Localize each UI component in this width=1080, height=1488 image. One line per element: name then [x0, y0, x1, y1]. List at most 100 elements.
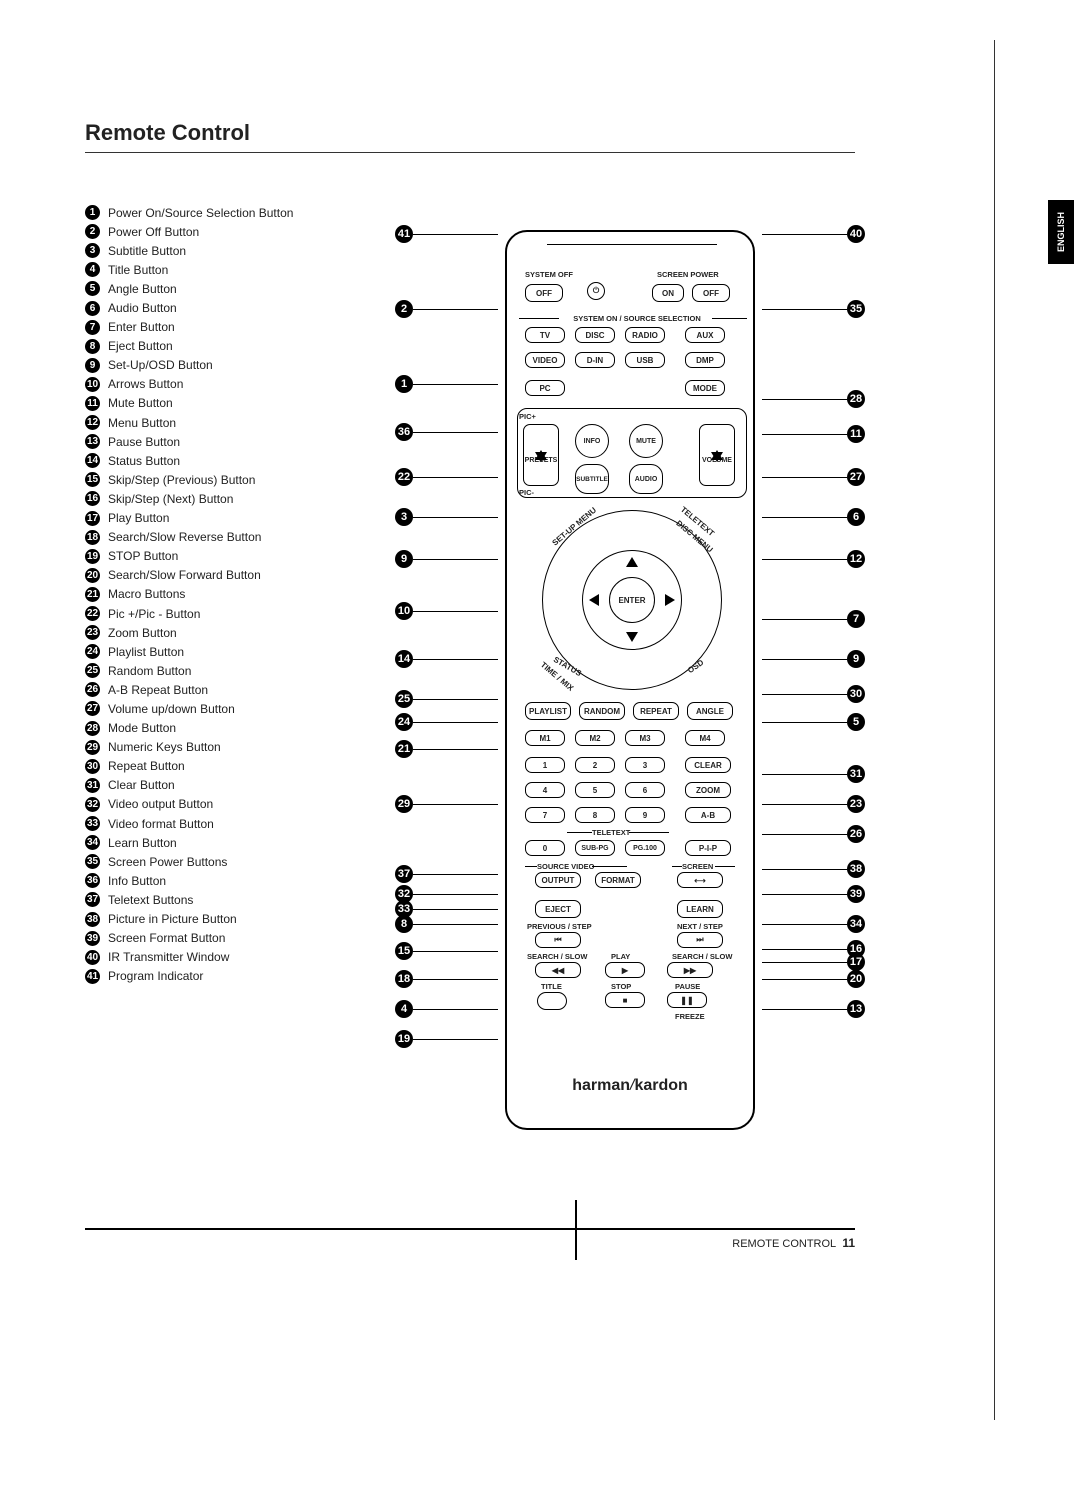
mode-button[interactable]: MODE [685, 380, 725, 396]
key-9[interactable]: 9 [625, 807, 665, 823]
legend-item: 22Pic +/Pic - Button [85, 604, 385, 623]
callout-11: 11 [762, 425, 865, 443]
presets-button[interactable]: PRESETS [523, 424, 559, 486]
legend-text: Macro Buttons [108, 587, 185, 601]
legend-marker: 29 [85, 740, 100, 755]
dpad-up-icon[interactable] [626, 557, 638, 567]
pg100-button[interactable]: PG.100 [625, 840, 665, 856]
callout-marker: 9 [847, 650, 865, 668]
legend-marker: 19 [85, 549, 100, 564]
legend-item: 32Video output Button [85, 795, 385, 814]
callout-line [762, 774, 847, 775]
din-button[interactable]: D-IN [575, 352, 615, 368]
on-button[interactable]: ON [652, 284, 684, 302]
key-0[interactable]: 0 [525, 840, 565, 856]
key-4[interactable]: 4 [525, 782, 565, 798]
callout-line [413, 517, 498, 518]
callout-27: 27 [762, 468, 865, 486]
disc-button[interactable]: DISC [575, 327, 615, 343]
callout-9: 9 [395, 550, 498, 568]
zoom-button[interactable]: ZOOM [685, 782, 731, 798]
callout-36: 36 [395, 423, 498, 441]
key-7[interactable]: 7 [525, 807, 565, 823]
key-8[interactable]: 8 [575, 807, 615, 823]
pip-button[interactable]: P-I-P [685, 840, 731, 856]
legend-marker: 6 [85, 301, 100, 316]
angle-button[interactable]: ANGLE [687, 702, 733, 720]
radio-button[interactable]: RADIO [625, 327, 665, 343]
off-button[interactable]: OFF [525, 284, 563, 302]
legend-text: Random Button [108, 664, 191, 678]
video-button[interactable]: VIDEO [525, 352, 565, 368]
legend-item: 11Mute Button [85, 394, 385, 413]
output-button[interactable]: OUTPUT [535, 872, 581, 888]
key-2[interactable]: 2 [575, 757, 615, 773]
key-6[interactable]: 6 [625, 782, 665, 798]
legend-marker: 28 [85, 721, 100, 736]
subtitle-button[interactable]: SUBTITLE [575, 464, 609, 494]
pause-button[interactable]: ❚❚ [667, 992, 707, 1008]
stop-button[interactable]: ■ [605, 992, 645, 1008]
legend-text: Audio Button [108, 301, 177, 315]
callout-34: 34 [762, 915, 865, 933]
learn-button[interactable]: LEARN [677, 900, 723, 918]
off2-button[interactable]: OFF [692, 284, 730, 302]
callout-41: 41 [395, 225, 498, 243]
eject-button[interactable]: EJECT [535, 900, 581, 918]
key-1[interactable]: 1 [525, 757, 565, 773]
callout-line [762, 1009, 847, 1010]
callout-marker: 34 [847, 915, 865, 933]
next-button[interactable]: ⏭ [677, 932, 723, 948]
callout-marker: 15 [395, 942, 413, 960]
prev-button[interactable]: ⏮ [535, 932, 581, 948]
pc-button[interactable]: PC [525, 380, 565, 396]
info-button[interactable]: INFO [575, 424, 609, 458]
remote-diagram: SYSTEM OFF SCREEN POWER OFF ⏻ ON OFF SYS… [405, 210, 855, 1160]
legend-marker: 22 [85, 606, 100, 621]
label-freeze: FREEZE [675, 1012, 705, 1021]
ab-button[interactable]: A-B [685, 807, 731, 823]
enter-button[interactable]: ENTER [609, 577, 655, 623]
key-5[interactable]: 5 [575, 782, 615, 798]
m1-button[interactable]: M1 [525, 730, 565, 746]
legend-text: Playlist Button [108, 645, 184, 659]
legend-item: 8Eject Button [85, 337, 385, 356]
scrfmt-button[interactable]: ⟷ [677, 872, 723, 888]
rew-button[interactable]: ◀◀ [535, 962, 581, 978]
volume-button[interactable]: VOLUME [699, 424, 735, 486]
callout-line [413, 699, 498, 700]
callout-30: 30 [762, 685, 865, 703]
callout-line [413, 804, 498, 805]
label-screen: SCREEN [682, 862, 713, 871]
clear-button[interactable]: CLEAR [685, 757, 731, 773]
dpad-left-icon[interactable] [589, 594, 599, 606]
format-button[interactable]: FORMAT [595, 872, 641, 888]
callout-line [413, 384, 498, 385]
callout-marker: 17 [847, 953, 865, 971]
audio-button[interactable]: AUDIO [629, 464, 663, 494]
m4-button[interactable]: M4 [685, 730, 725, 746]
callout-marker: 1 [395, 375, 413, 393]
playlist-button[interactable]: PLAYLIST [525, 702, 571, 720]
mute-button[interactable]: MUTE [629, 424, 663, 458]
dmp-button[interactable]: DMP [685, 352, 725, 368]
title-button[interactable] [537, 992, 567, 1010]
repeat-button[interactable]: REPEAT [633, 702, 679, 720]
tv-button[interactable]: TV [525, 327, 565, 343]
legend-item: 1Power On/Source Selection Button [85, 203, 385, 222]
legend-marker: 21 [85, 587, 100, 602]
legend-marker: 37 [85, 892, 100, 907]
fwd-button[interactable]: ▶▶ [667, 962, 713, 978]
legend-marker: 14 [85, 453, 100, 468]
usb-button[interactable]: USB [625, 352, 665, 368]
m2-button[interactable]: M2 [575, 730, 615, 746]
play-button[interactable]: ▶ [605, 962, 645, 978]
random-button[interactable]: RANDOM [579, 702, 625, 720]
aux-button[interactable]: AUX [685, 327, 725, 343]
key-3[interactable]: 3 [625, 757, 665, 773]
dpad-down-icon[interactable] [626, 632, 638, 642]
dpad-right-icon[interactable] [665, 594, 675, 606]
m3-button[interactable]: M3 [625, 730, 665, 746]
footer-divider [575, 1200, 577, 1260]
subpg-button[interactable]: SUB-PG [575, 840, 615, 856]
